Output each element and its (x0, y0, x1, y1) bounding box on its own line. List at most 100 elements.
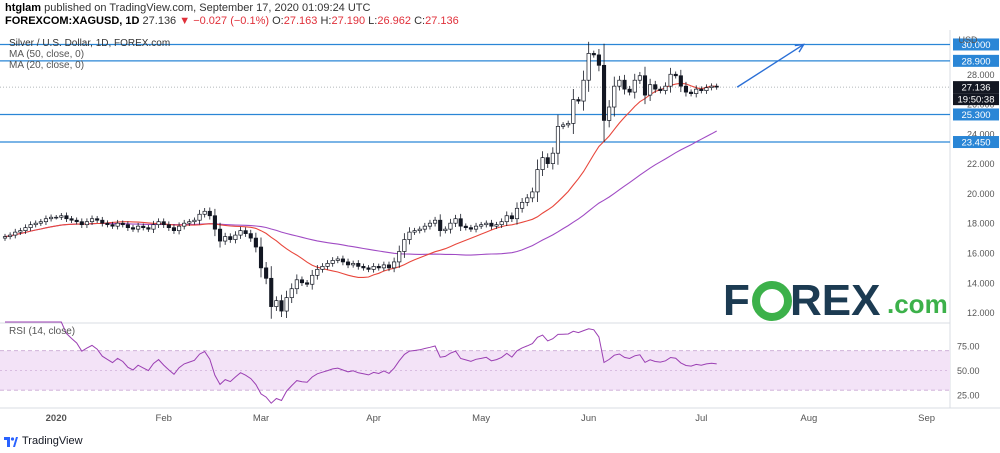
author-name[interactable]: htglam (5, 2, 42, 14)
candle (494, 221, 499, 229)
candle (340, 255, 345, 266)
candle (689, 89, 694, 97)
legend-ma20[interactable]: MA (20, close, 0) (9, 60, 84, 71)
candle (258, 237, 264, 278)
grid (0, 30, 1000, 409)
candle (233, 231, 238, 244)
candle (622, 74, 627, 95)
candle (376, 263, 381, 271)
symbol-label[interactable]: FOREXCOM:XAGUSD, 1D (5, 15, 140, 27)
projection-arrow (736, 43, 806, 88)
candle (212, 208, 217, 237)
ma20-layer (4, 82, 717, 278)
svg-text:19:50:38: 19:50:38 (958, 95, 995, 106)
price-tick: 18.000 (967, 219, 995, 229)
candle (151, 220, 156, 233)
candle (607, 100, 612, 128)
candle (561, 122, 566, 130)
low-value: 26.962 (377, 15, 412, 27)
price-tick: 14.000 (967, 278, 995, 288)
candle (146, 224, 151, 232)
candle (28, 221, 33, 231)
candle (79, 218, 84, 228)
price-tick: 24.000 (967, 129, 995, 139)
candle (463, 223, 468, 231)
candle (601, 43, 607, 142)
candle (100, 216, 105, 227)
candle (284, 290, 289, 318)
candle (586, 41, 591, 92)
candle (412, 227, 417, 235)
candle (115, 219, 120, 230)
candle (514, 202, 520, 225)
chart-header: htglam published on TradingView.com, Sep… (0, 0, 1000, 28)
down-arrow-icon: ▼ (179, 15, 191, 27)
candle (581, 70, 586, 111)
candle (89, 215, 95, 225)
ohlc-line: FOREXCOM:XAGUSD, 1D 27.136 ▼ −0.027 (−0.… (5, 15, 459, 27)
candle (197, 209, 202, 225)
candle (217, 222, 223, 248)
candle (540, 151, 545, 176)
candle (658, 86, 663, 94)
candle (279, 294, 284, 317)
forex-o-logo-icon (752, 281, 792, 321)
candle (530, 187, 535, 203)
time-axis: 2020FebMarAprMayJunJulAugSepOctNov (46, 413, 935, 424)
candle (54, 215, 59, 220)
tradingview-icon (4, 437, 18, 447)
candle (386, 261, 392, 272)
rsi-tick: 50.00 (957, 366, 980, 376)
legend-rsi[interactable]: RSI (14, close) (9, 326, 75, 337)
candle (320, 263, 325, 273)
candle (243, 227, 248, 237)
candle (171, 224, 177, 234)
candle (397, 245, 402, 268)
candle (264, 261, 269, 285)
projection-line (736, 43, 805, 88)
ma50-layer (4, 130, 717, 256)
candle (504, 211, 509, 227)
candle (571, 89, 576, 134)
candle (187, 218, 192, 226)
candle (694, 85, 699, 98)
open-value: 27.163 (283, 15, 318, 27)
candle (709, 83, 714, 91)
candle (648, 78, 653, 101)
tradingview-brand: TradingView (22, 435, 83, 447)
rsi-tick: 75.00 (957, 341, 980, 351)
candle (38, 218, 43, 226)
candle (207, 207, 212, 220)
candle (596, 49, 601, 72)
rsi-tick: 25.00 (957, 391, 980, 401)
time-tick: Aug (800, 413, 817, 424)
forex-letter-f: F (723, 276, 750, 325)
candle (49, 214, 54, 222)
candle (473, 222, 479, 233)
price-tick: 22.000 (967, 159, 995, 169)
candle (161, 218, 166, 228)
candle (612, 76, 617, 117)
candle (489, 219, 494, 230)
candle (427, 219, 433, 230)
candle (269, 266, 274, 319)
candle (105, 220, 110, 228)
candle (704, 84, 709, 94)
candle (182, 219, 187, 230)
legend-ma50[interactable]: MA (50, close, 0) (9, 49, 84, 60)
candle (141, 223, 146, 231)
arrow-head-icon (794, 43, 806, 53)
low-label: L: (368, 15, 378, 27)
candle (555, 114, 561, 165)
candle (330, 257, 335, 267)
price-label: 27.136 (953, 81, 999, 94)
tradingview-logo[interactable]: TradingView (4, 433, 83, 449)
close-value: 27.136 (425, 15, 459, 27)
candle (699, 86, 704, 94)
candle (305, 280, 310, 288)
ma50-line (4, 130, 717, 256)
legend-title[interactable]: Silver / U.S. Dollar, 1D, FOREX.com (9, 38, 170, 49)
candle (520, 198, 525, 213)
candle (130, 224, 136, 232)
